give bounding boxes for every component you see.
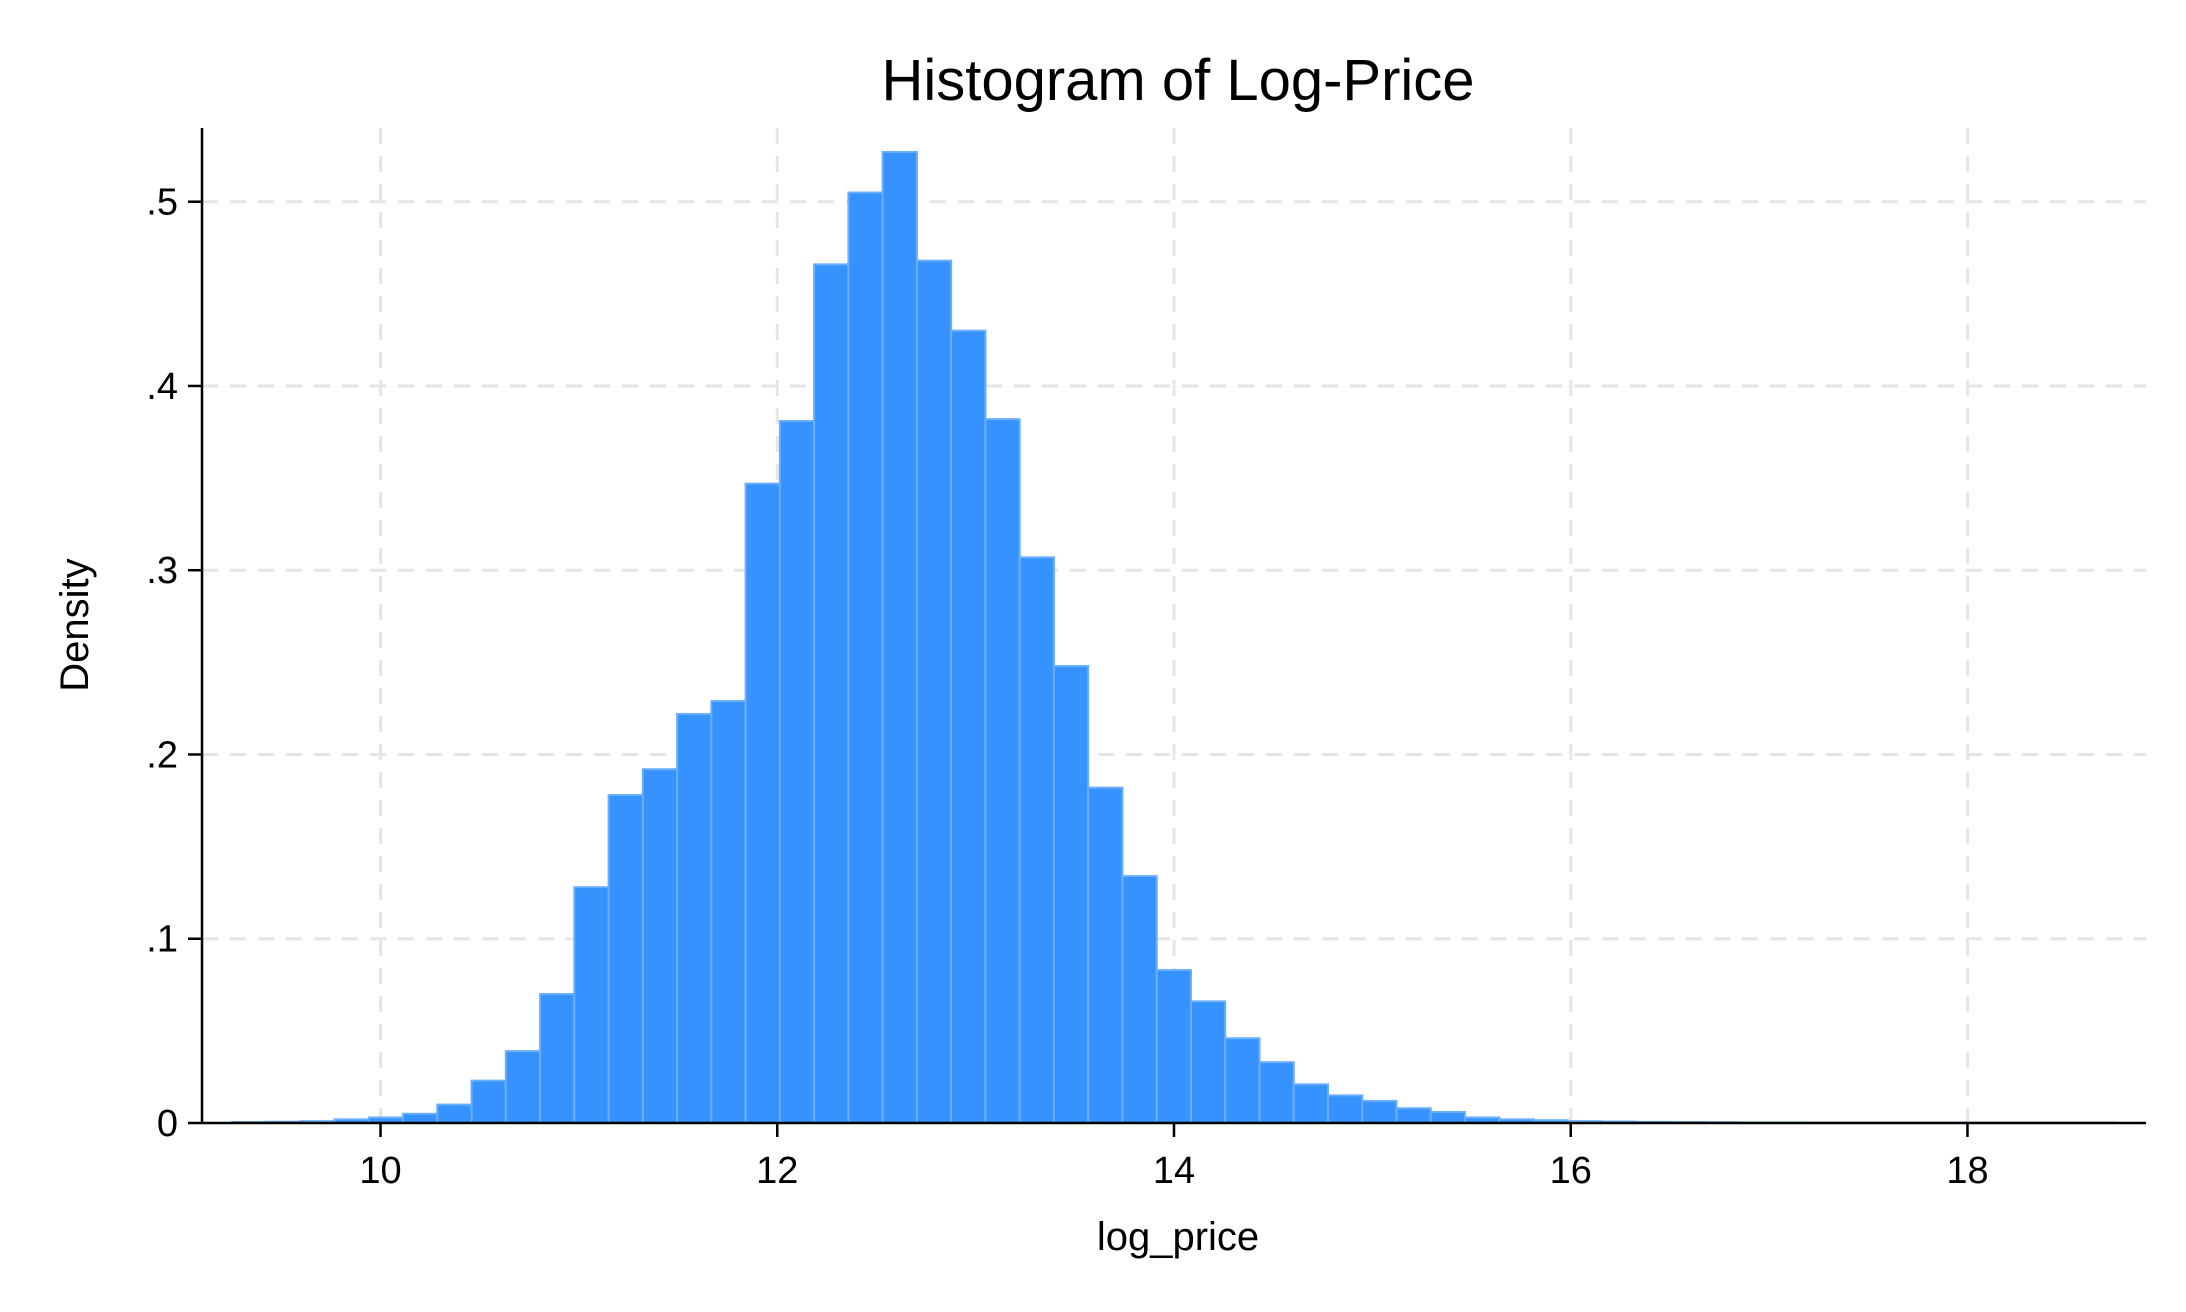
histogram-bar — [1224, 1037, 1261, 1124]
histogram-bar — [1121, 875, 1158, 1124]
histogram-bar — [1258, 1061, 1295, 1125]
y-axis-label: Density — [53, 558, 97, 691]
histogram-bar — [915, 259, 953, 1124]
histogram-bar — [710, 700, 747, 1125]
x-tick-label: 12 — [756, 1150, 798, 1192]
histogram-bar — [641, 768, 679, 1124]
histogram-bar — [847, 191, 884, 1125]
histogram-bar — [1052, 665, 1090, 1124]
histogram-bar — [778, 419, 816, 1124]
histogram-bar — [1087, 786, 1124, 1124]
histogram-bar — [950, 329, 987, 1124]
y-tick-label: .1 — [146, 919, 178, 961]
histogram-bar — [402, 1112, 439, 1124]
y-tick-label: .3 — [146, 550, 178, 592]
histogram-bar — [1292, 1083, 1330, 1124]
histogram-bar — [573, 886, 610, 1124]
histogram-bar — [1327, 1094, 1364, 1124]
x-tick-label: 10 — [359, 1150, 401, 1192]
histogram-bar — [607, 794, 644, 1124]
histogram-bar — [1018, 556, 1055, 1124]
x-tick-label: 14 — [1153, 1150, 1195, 1192]
y-tick-label: 0 — [157, 1103, 178, 1145]
histogram-bar — [1395, 1107, 1432, 1125]
grid-lines — [202, 128, 2146, 1123]
histogram-bar — [881, 150, 918, 1125]
x-tick-label: 16 — [1550, 1150, 1592, 1192]
histogram-bar — [1155, 969, 1192, 1124]
histogram-bar — [539, 993, 576, 1124]
histogram-bar — [744, 482, 781, 1124]
y-tick-label: .4 — [146, 366, 178, 408]
histogram-bar — [470, 1079, 507, 1124]
histogram-bars — [230, 150, 2117, 1125]
histogram-bar — [813, 263, 850, 1124]
histogram-bar — [1189, 1000, 1227, 1125]
y-tick-label: .5 — [146, 182, 178, 224]
histogram-bar — [504, 1050, 542, 1125]
x-axis-label: log_price — [1097, 1215, 1259, 1259]
y-axis-ticks: 0 .1 .2 .3 .4 .5 — [146, 182, 202, 1145]
histogram-bar — [984, 418, 1021, 1124]
chart-title: Histogram of Log-Price — [881, 48, 1474, 113]
x-tick-label: 18 — [1946, 1150, 1988, 1192]
y-tick-label: .2 — [146, 734, 178, 776]
histogram-bar — [1429, 1110, 1467, 1125]
histogram-bar — [436, 1103, 473, 1125]
histogram-bar — [1361, 1099, 1398, 1125]
x-axis-ticks: 10 12 14 16 18 — [359, 1123, 1989, 1192]
histogram-bar — [676, 712, 713, 1124]
